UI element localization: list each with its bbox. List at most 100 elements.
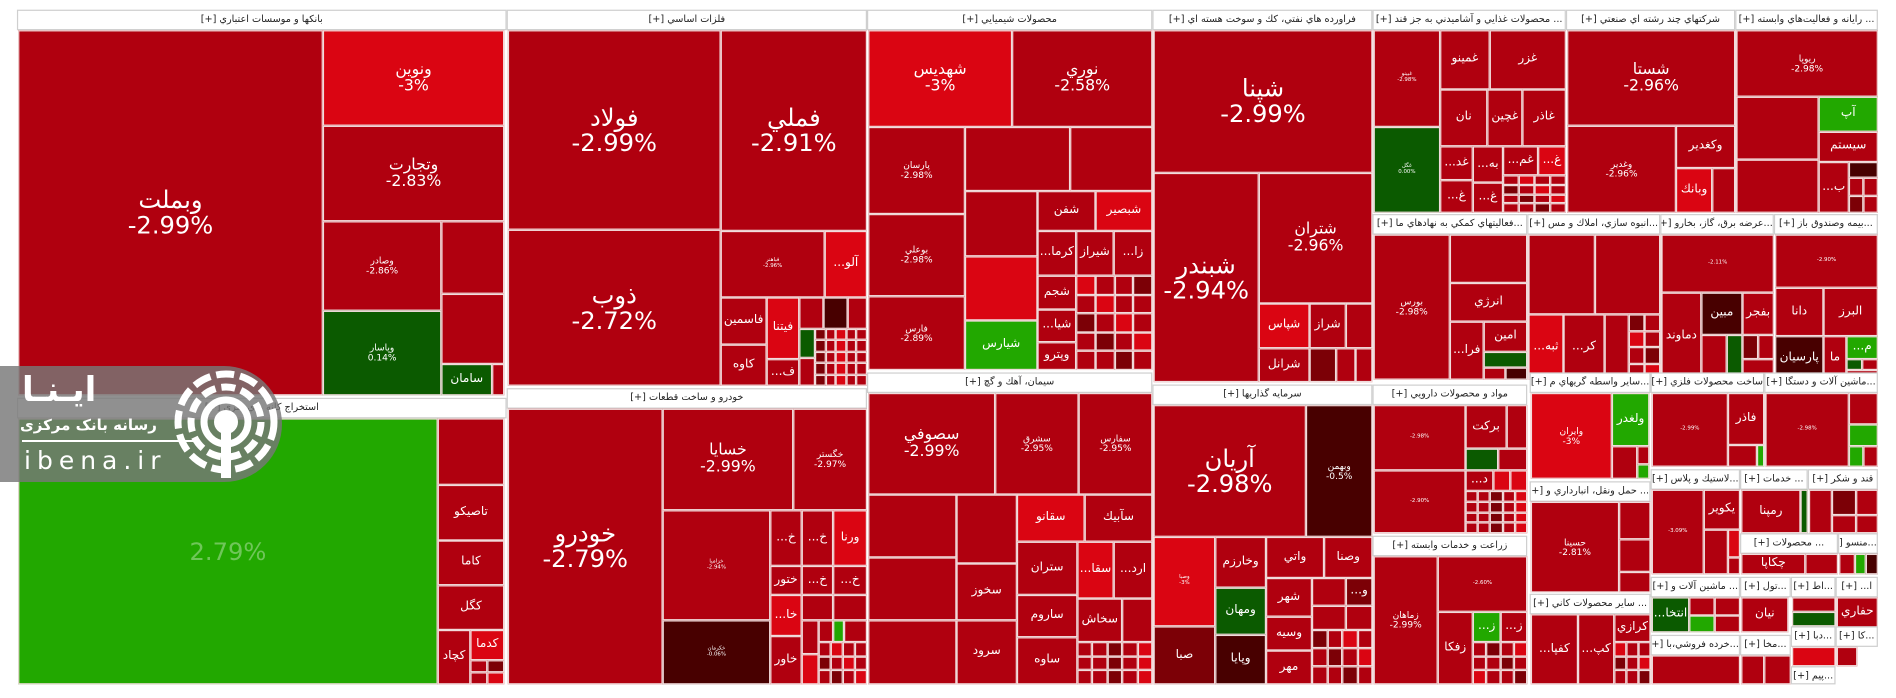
stock-tile[interactable]: شجم [1037, 275, 1077, 310]
stock-tile-small[interactable] [1095, 351, 1115, 370]
sector-header[interactable]: ... حمل ونقل، انبارداري و [+] [1529, 481, 1651, 502]
stock-tile[interactable]: مبين [1701, 292, 1743, 335]
stock-tile-small[interactable] [830, 670, 843, 685]
stock-tile-small[interactable] [1342, 648, 1358, 667]
stock-tile[interactable]: ...ب [1818, 162, 1849, 213]
stock-tile-small[interactable] [1122, 598, 1153, 643]
stock-tile-small[interactable] [815, 328, 826, 341]
stock-tile-small[interactable] [964, 191, 1038, 257]
stock-tile-small[interactable] [1311, 666, 1328, 685]
stock-tile-small[interactable] [1550, 175, 1566, 185]
stock-tile-small[interactable] [1727, 557, 1741, 575]
stock-tile-small[interactable] [1534, 203, 1551, 213]
stock-tile-small[interactable] [825, 374, 836, 386]
stock-tile[interactable]: ...ثبه [1528, 314, 1564, 380]
stock-tile[interactable]: سخوز [956, 563, 1017, 621]
stock-tile[interactable]: فاسمين [720, 297, 767, 345]
stock-tile-small[interactable] [1114, 351, 1134, 370]
stock-tile-small[interactable] [1736, 159, 1819, 213]
stock-tile[interactable]: آريان -2.98% [1153, 405, 1306, 537]
stock-tile[interactable]: شپنا -2.99% [1153, 30, 1373, 173]
stock-tile-small[interactable] [1500, 642, 1514, 657]
stock-tile-small[interactable] [1493, 470, 1511, 491]
stock-tile-small[interactable] [1133, 294, 1153, 314]
stock-tile-small[interactable] [1357, 648, 1373, 667]
stock-tile-small[interactable] [1137, 670, 1153, 685]
stock-tile-small[interactable] [1614, 642, 1627, 657]
stock-tile-small[interactable] [1114, 294, 1134, 314]
stock-tile-small[interactable] [835, 340, 847, 352]
stock-tile[interactable]: انرژي [1449, 282, 1528, 322]
stock-tile-small[interactable] [1513, 670, 1528, 685]
stock-tile[interactable]: وبانك [1675, 168, 1713, 213]
stock-tile-small[interactable] [799, 297, 824, 329]
stock-tile-small[interactable] [1764, 655, 1791, 685]
stock-tile-small[interactable] [1502, 490, 1515, 502]
sector-header[interactable]: ...تول [+] [1740, 576, 1791, 598]
stock-tile[interactable]: ومهان [1215, 587, 1267, 635]
stock-tile[interactable]: فاذر [1727, 392, 1765, 445]
sector-header[interactable]: ...منسو [+] [1837, 533, 1878, 554]
stock-tile-small[interactable] [1477, 501, 1491, 513]
stock-tile-small[interactable] [833, 620, 845, 643]
stock-tile-small[interactable] [1863, 446, 1878, 467]
stock-tile[interactable]: سخاش [1077, 598, 1123, 643]
sector-header[interactable]: محصولات شيميايي [+] [866, 9, 1153, 31]
stock-tile[interactable]: زماهان -2.99% [1373, 556, 1438, 685]
stock-tile[interactable]: ...به [1472, 146, 1504, 183]
stock-tile-small[interactable] [1465, 448, 1499, 471]
stock-tile[interactable]: ...خا [770, 594, 802, 637]
stock-tile-small[interactable] [1095, 332, 1115, 352]
stock-tile-small[interactable] [1137, 642, 1153, 657]
sector-header[interactable]: ...دبا [+] [1790, 626, 1836, 647]
sector-header[interactable]: ... ماشين آلات و [+] [1650, 576, 1741, 598]
stock-tile[interactable]: ذوب -2.72% [507, 229, 721, 386]
stock-tile[interactable]: كچاد [437, 629, 471, 685]
stock-tile-small[interactable] [854, 642, 867, 657]
stock-tile-small[interactable] [846, 328, 857, 341]
stock-tile[interactable]: ...سقا [1077, 541, 1114, 599]
stock-tile-small[interactable] [1550, 203, 1566, 213]
stock-tile[interactable]: سرود [956, 620, 1017, 685]
stock-tile[interactable]: غبينو -2.98% [1373, 30, 1441, 127]
stock-tile-small[interactable] [1095, 294, 1115, 314]
stock-tile[interactable]: كاما [437, 540, 505, 586]
stock-tile[interactable]: ...زا [1113, 230, 1153, 276]
stock-tile-small[interactable] [1092, 642, 1108, 657]
stock-tile[interactable]: مهر [1266, 650, 1312, 685]
stock-tile[interactable]: غگل 0.00% [1373, 126, 1441, 213]
stock-tile-small[interactable] [1472, 656, 1487, 671]
stock-tile[interactable]: شرانل [1258, 348, 1310, 383]
stock-tile[interactable]: ...كر [1563, 314, 1605, 380]
stock-tile-small[interactable] [1311, 629, 1328, 649]
stock-tile-small[interactable] [868, 557, 957, 621]
stock-tile-small[interactable] [1357, 629, 1373, 649]
stock-tile-small[interactable] [868, 494, 957, 558]
stock-tile-small[interactable] [1477, 512, 1491, 523]
stock-tile[interactable]: بوعلي -2.98% [868, 214, 965, 297]
stock-tile-small[interactable] [1133, 332, 1153, 352]
stock-tile-small[interactable] [1619, 539, 1651, 572]
stock-tile[interactable]: شهر [1266, 577, 1312, 617]
stock-tile-small[interactable] [1736, 96, 1819, 160]
stock-tile-small[interactable] [1689, 615, 1715, 633]
stock-tile[interactable]: شيراز [1076, 230, 1114, 276]
stock-tile-small[interactable] [1092, 656, 1108, 671]
stock-tile-small[interactable] [1472, 670, 1487, 685]
stock-tile-small[interactable] [846, 374, 857, 386]
stock-tile[interactable]: بفجر [1742, 292, 1774, 335]
stock-tile-small[interactable] [1514, 522, 1528, 534]
stock-tile-small[interactable] [1614, 670, 1627, 685]
stock-tile[interactable]: پارسان -2.98% [868, 126, 965, 215]
sector-header[interactable]: بانكها و موسسات اعتباري [+] [16, 9, 507, 31]
sector-header[interactable]: ... محصولات غذايي و آشاميدني به جز قند [… [1372, 9, 1566, 31]
stock-tile-small[interactable] [1076, 275, 1096, 295]
stock-tile-small[interactable] [1077, 642, 1093, 657]
stock-tile-small[interactable] [1638, 670, 1651, 685]
stock-tile-small[interactable] [1490, 490, 1503, 502]
sector-header[interactable]: ...لاستيك و پلاس [+] [1650, 469, 1741, 490]
stock-tile-small[interactable] [835, 374, 847, 386]
stock-tile[interactable]: وصادر -2.86% [322, 221, 442, 311]
stock-tile[interactable]: شتران -2.96% [1258, 172, 1373, 304]
stock-tile-small[interactable] [470, 672, 488, 685]
